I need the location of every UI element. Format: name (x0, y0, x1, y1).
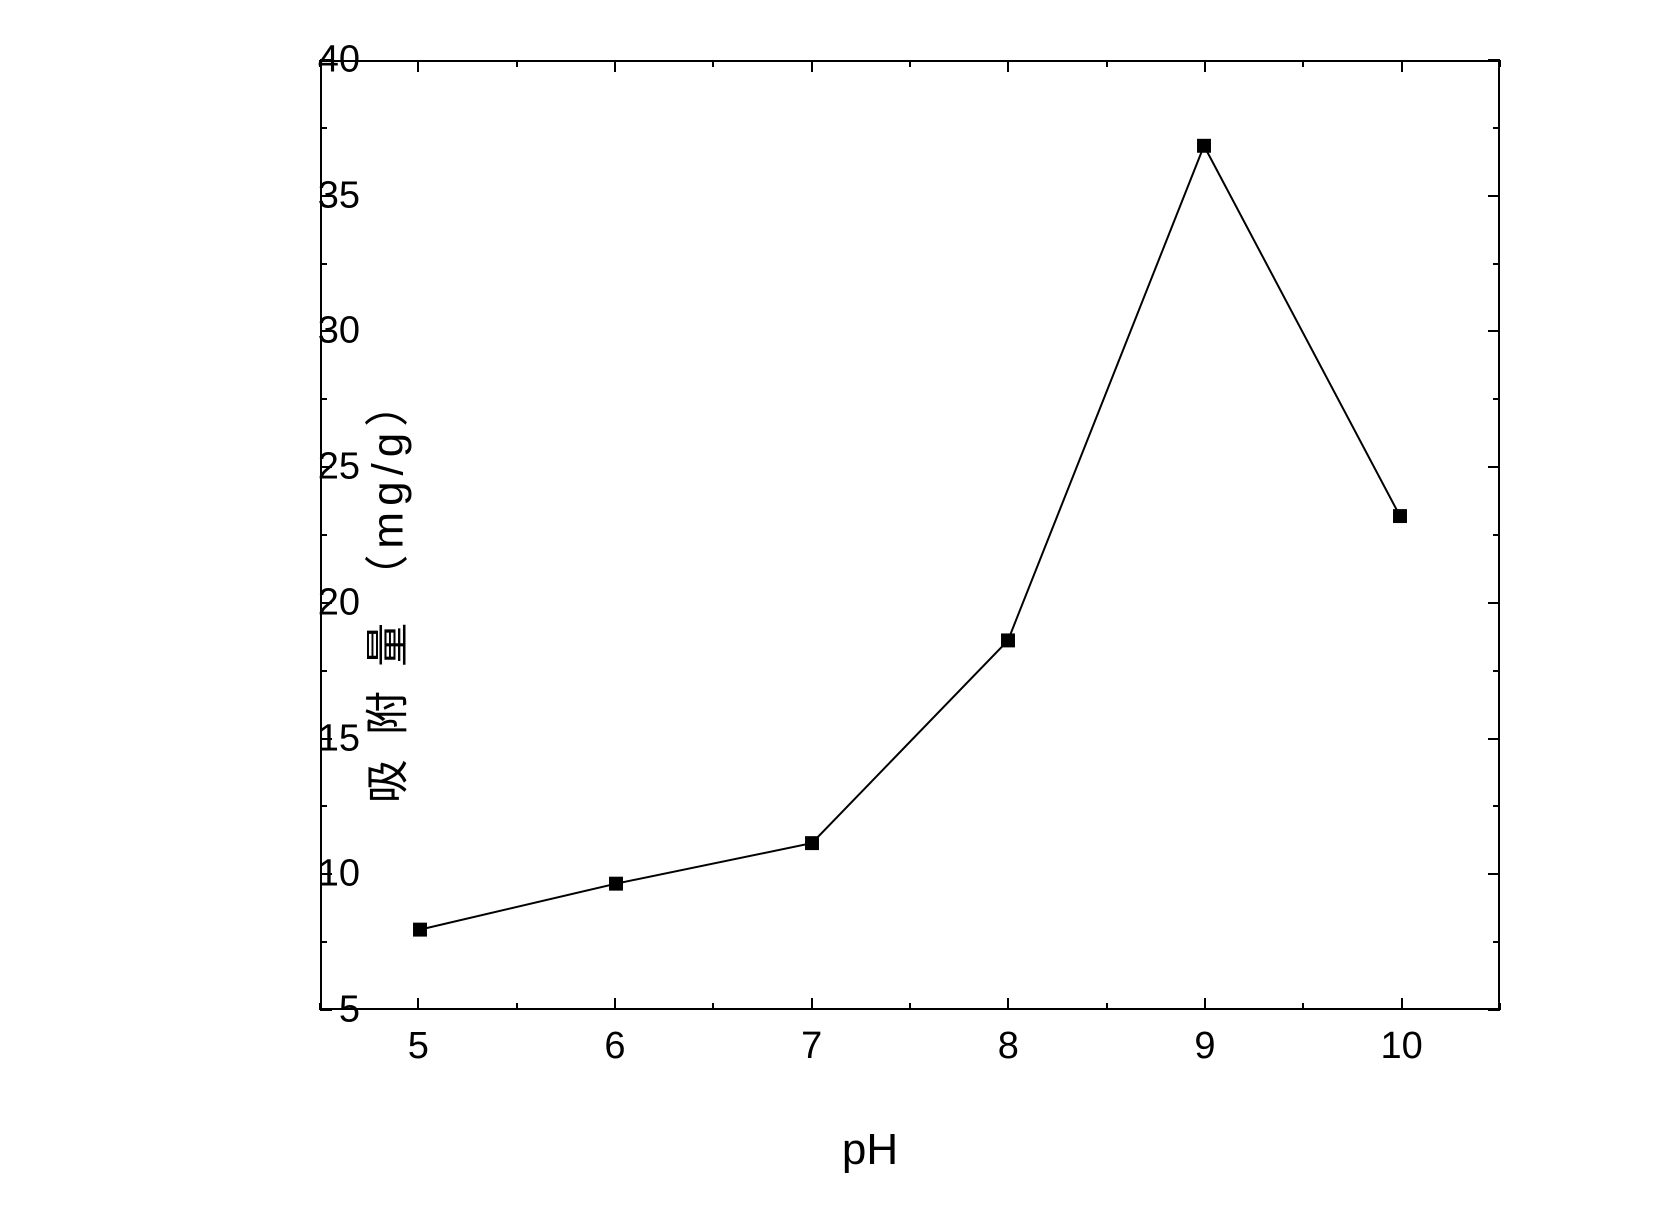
x-tick-minor (319, 60, 321, 67)
x-tick-minor (1499, 60, 1501, 67)
y-tick-minor (1493, 670, 1500, 672)
x-tick-major (811, 998, 813, 1010)
chart-container: 吸 附 量 （mg/g） pH 5101520253035405678910 (180, 40, 1560, 1140)
data-marker (1393, 509, 1407, 523)
y-tick-major (320, 330, 332, 332)
x-tick-minor (516, 60, 518, 67)
x-tick-minor (1106, 1003, 1108, 1010)
y-tick-major (320, 873, 332, 875)
x-tick-minor (712, 60, 714, 67)
y-tick-major (320, 195, 332, 197)
x-tick-minor (319, 1003, 321, 1010)
y-tick-major (320, 602, 332, 604)
y-tick-label: 5 (339, 989, 360, 1032)
y-tick-major (320, 466, 332, 468)
x-tick-minor (909, 1003, 911, 1010)
data-marker (413, 923, 427, 937)
y-tick-minor (1493, 398, 1500, 400)
x-tick-minor (1499, 1003, 1501, 1010)
x-tick-label: 6 (604, 1025, 625, 1068)
y-tick-minor (1493, 534, 1500, 536)
x-tick-minor (516, 1003, 518, 1010)
data-marker (1197, 139, 1211, 153)
y-tick-minor (320, 127, 327, 129)
x-tick-major (1401, 998, 1403, 1010)
x-tick-minor (1106, 60, 1108, 67)
x-tick-major (614, 998, 616, 1010)
x-tick-major (1204, 998, 1206, 1010)
y-tick-minor (1493, 805, 1500, 807)
y-tick-minor (320, 941, 327, 943)
y-tick-major (1488, 738, 1500, 740)
x-tick-major (417, 60, 419, 72)
x-tick-label: 7 (801, 1025, 822, 1068)
y-tick-minor (320, 398, 327, 400)
x-tick-label: 10 (1381, 1025, 1423, 1068)
y-tick-major (1488, 466, 1500, 468)
data-marker (609, 877, 623, 891)
data-marker (805, 836, 819, 850)
x-tick-minor (909, 60, 911, 67)
x-tick-major (614, 60, 616, 72)
line-chart-svg (322, 62, 1498, 1008)
x-tick-major (1007, 998, 1009, 1010)
y-tick-minor (320, 263, 327, 265)
x-tick-major (417, 998, 419, 1010)
data-marker (1001, 633, 1015, 647)
y-tick-minor (1493, 127, 1500, 129)
x-tick-major (811, 60, 813, 72)
plot-area (320, 60, 1500, 1010)
x-tick-minor (712, 1003, 714, 1010)
y-tick-minor (1493, 941, 1500, 943)
y-tick-major (1488, 602, 1500, 604)
x-tick-major (1401, 60, 1403, 72)
x-tick-label: 9 (1194, 1025, 1215, 1068)
y-tick-major (320, 1009, 332, 1011)
x-tick-label: 8 (998, 1025, 1019, 1068)
y-tick-minor (320, 805, 327, 807)
x-axis-label: pH (842, 1125, 898, 1175)
y-axis-label: 吸 附 量 （mg/g） (351, 377, 415, 804)
data-line (420, 146, 1400, 930)
x-tick-major (1007, 60, 1009, 72)
y-tick-major (1488, 195, 1500, 197)
y-tick-minor (1493, 263, 1500, 265)
y-tick-major (320, 59, 332, 61)
y-tick-minor (320, 534, 327, 536)
x-tick-label: 5 (408, 1025, 429, 1068)
y-tick-major (1488, 330, 1500, 332)
x-tick-major (1204, 60, 1206, 72)
x-tick-minor (1302, 60, 1304, 67)
y-tick-minor (320, 670, 327, 672)
y-tick-major (1488, 873, 1500, 875)
y-tick-major (320, 738, 332, 740)
x-tick-minor (1302, 1003, 1304, 1010)
